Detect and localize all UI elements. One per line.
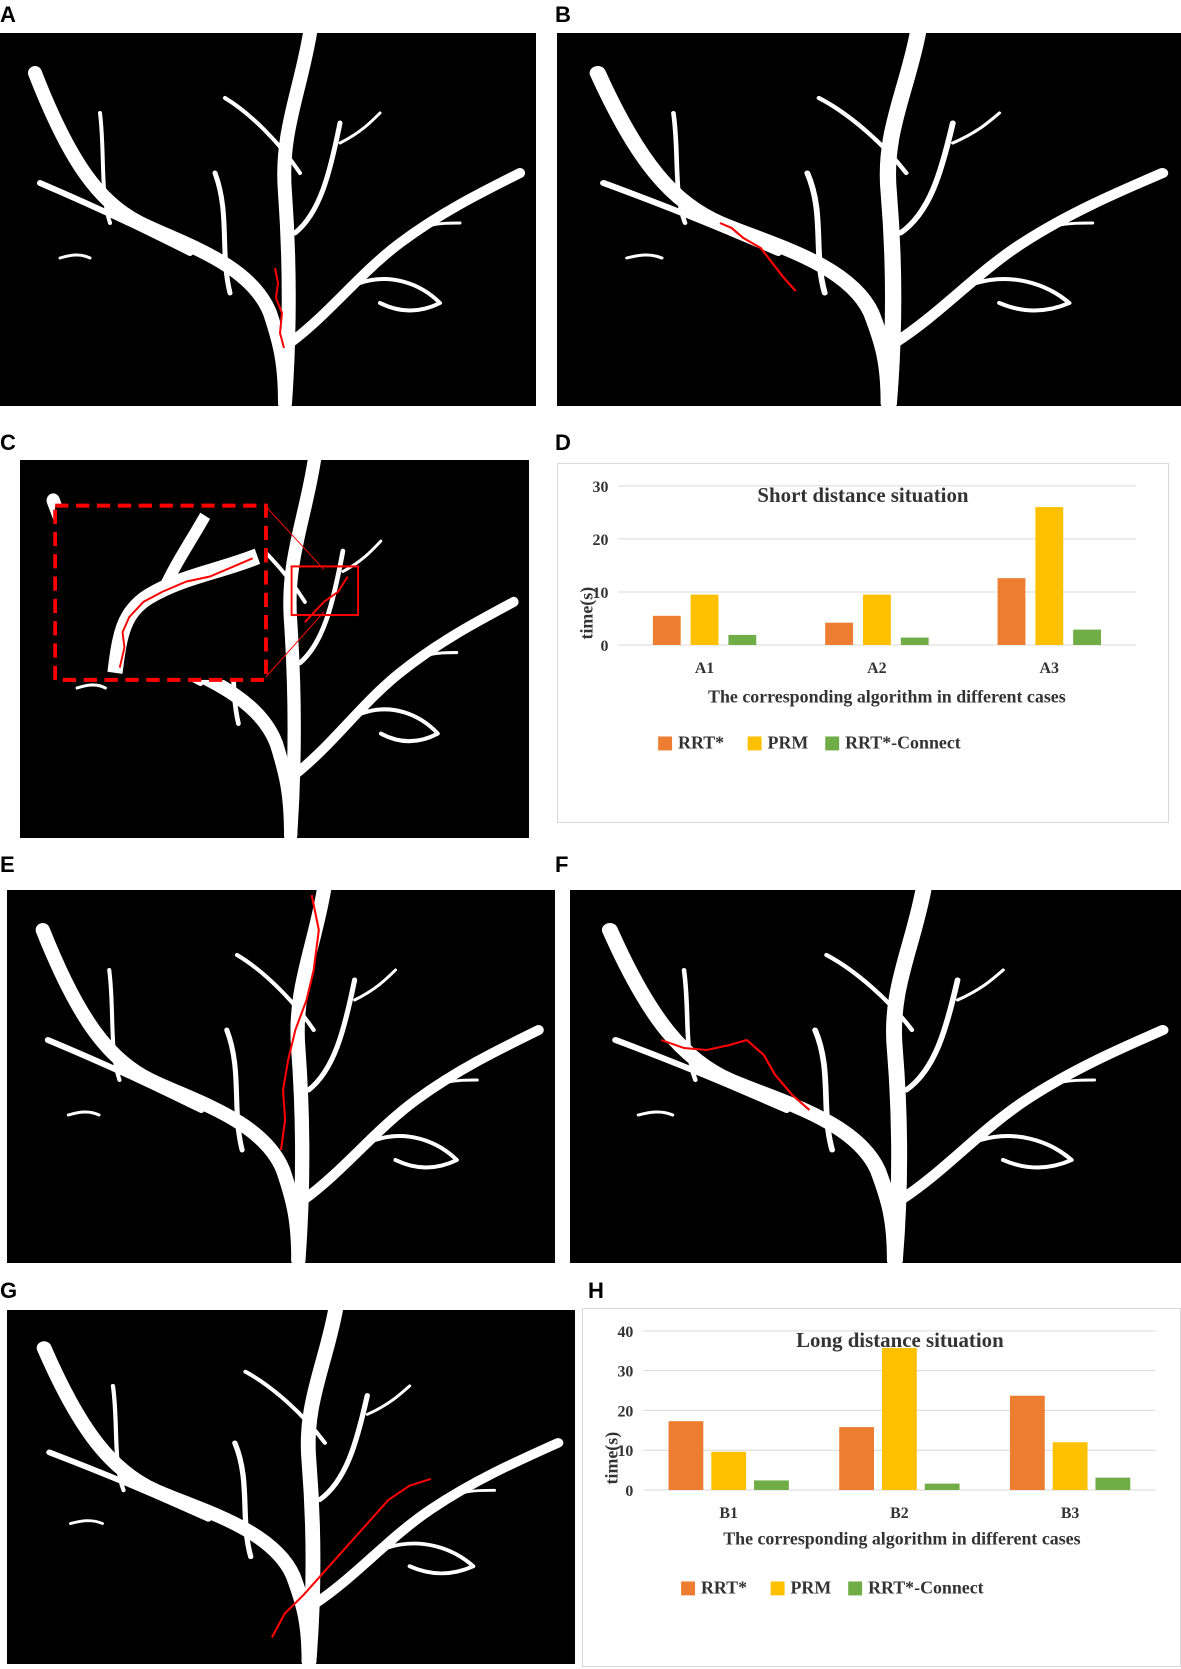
legend-swatch bbox=[681, 1581, 696, 1596]
chart-long-distance: Long distance situation time(s) The corr… bbox=[582, 1308, 1181, 1667]
y-axis-label: time(s) bbox=[577, 587, 598, 640]
inset-vessel bbox=[107, 548, 261, 674]
x-tick-label: B1 bbox=[719, 1505, 738, 1522]
legend-swatch bbox=[848, 1581, 863, 1596]
y-tick-label: 30 bbox=[593, 479, 609, 496]
bar bbox=[690, 594, 719, 645]
vessel-image-b bbox=[557, 33, 1181, 406]
legend-label: PRM bbox=[768, 732, 809, 752]
bar bbox=[900, 637, 929, 645]
zoom-box bbox=[290, 565, 360, 617]
bar bbox=[1035, 507, 1064, 645]
legend-label: RRT* bbox=[701, 1577, 747, 1597]
vessel-image-f bbox=[570, 890, 1181, 1263]
vessel-image-g bbox=[7, 1310, 575, 1664]
legend-swatch bbox=[747, 736, 762, 751]
x-axis-label: The corresponding algorithm in different… bbox=[723, 1529, 1080, 1549]
panel-label-h: H bbox=[588, 1278, 604, 1303]
inset-path bbox=[118, 557, 254, 668]
chart-svg: Short distance situation time(s) The cor… bbox=[577, 479, 1136, 752]
bar bbox=[1095, 1477, 1131, 1490]
legend-label: RRT*-Connect bbox=[845, 732, 961, 752]
bar bbox=[1052, 1442, 1088, 1490]
bar bbox=[1073, 629, 1102, 645]
y-tick-label: 10 bbox=[593, 585, 609, 602]
y-tick-label: 0 bbox=[600, 638, 608, 655]
y-tick-label: 30 bbox=[617, 1364, 633, 1381]
planned-path bbox=[660, 1038, 811, 1111]
legend-label: PRM bbox=[791, 1577, 832, 1597]
bar bbox=[924, 1483, 960, 1490]
y-tick-label: 20 bbox=[593, 532, 609, 549]
x-axis-label: The corresponding algorithm in different… bbox=[708, 687, 1066, 707]
chart-svg: Long distance situation time(s) The corr… bbox=[601, 1324, 1156, 1597]
vessel-image-a bbox=[0, 33, 536, 406]
x-tick-label: B3 bbox=[1061, 1505, 1080, 1522]
legend-swatch bbox=[658, 736, 673, 751]
bar bbox=[652, 615, 681, 645]
y-tick-label: 0 bbox=[625, 1483, 633, 1500]
vessel-image-c bbox=[20, 460, 529, 838]
panel-label-b: B bbox=[555, 2, 571, 27]
bar bbox=[711, 1451, 747, 1490]
x-tick-label: B2 bbox=[890, 1505, 909, 1522]
zoom-connector bbox=[264, 505, 325, 570]
panel-label-c: C bbox=[0, 430, 16, 455]
planned-path bbox=[279, 894, 320, 1151]
panel-label-g: G bbox=[0, 1278, 18, 1303]
panel-label-e: E bbox=[0, 852, 15, 877]
bar bbox=[1009, 1395, 1045, 1490]
panel-label-f: F bbox=[555, 852, 569, 877]
bar bbox=[825, 622, 854, 645]
vessel-image-e bbox=[7, 890, 555, 1263]
chart-short-distance: Short distance situation time(s) The cor… bbox=[557, 463, 1169, 823]
planned-path bbox=[270, 1478, 432, 1638]
chart-title: Short distance situation bbox=[757, 483, 968, 507]
bar bbox=[754, 1480, 789, 1490]
bar bbox=[997, 578, 1026, 645]
y-tick-label: 40 bbox=[617, 1324, 633, 1341]
legend-label: RRT* bbox=[678, 732, 724, 752]
panel-label-d: D bbox=[555, 430, 571, 455]
planned-path bbox=[274, 267, 285, 349]
panel-label-a: A bbox=[0, 2, 16, 27]
y-tick-label: 10 bbox=[617, 1443, 633, 1460]
planned-path bbox=[719, 222, 797, 292]
x-tick-label: A2 bbox=[867, 660, 886, 677]
x-tick-label: A1 bbox=[695, 660, 714, 677]
bar bbox=[881, 1347, 917, 1490]
legend-label: RRT*-Connect bbox=[868, 1577, 984, 1597]
bar bbox=[728, 634, 757, 645]
legend-swatch bbox=[770, 1581, 785, 1596]
bar bbox=[668, 1421, 704, 1490]
bar bbox=[839, 1427, 875, 1490]
legend-swatch bbox=[825, 736, 840, 751]
y-tick-label: 20 bbox=[617, 1403, 633, 1420]
zoom-connector bbox=[264, 611, 325, 679]
y-axis-label: time(s) bbox=[601, 1432, 622, 1485]
bar bbox=[863, 594, 891, 645]
inset-vessel bbox=[157, 512, 211, 595]
x-tick-label: A3 bbox=[1040, 660, 1059, 677]
chart-title: Long distance situation bbox=[796, 1328, 1004, 1352]
